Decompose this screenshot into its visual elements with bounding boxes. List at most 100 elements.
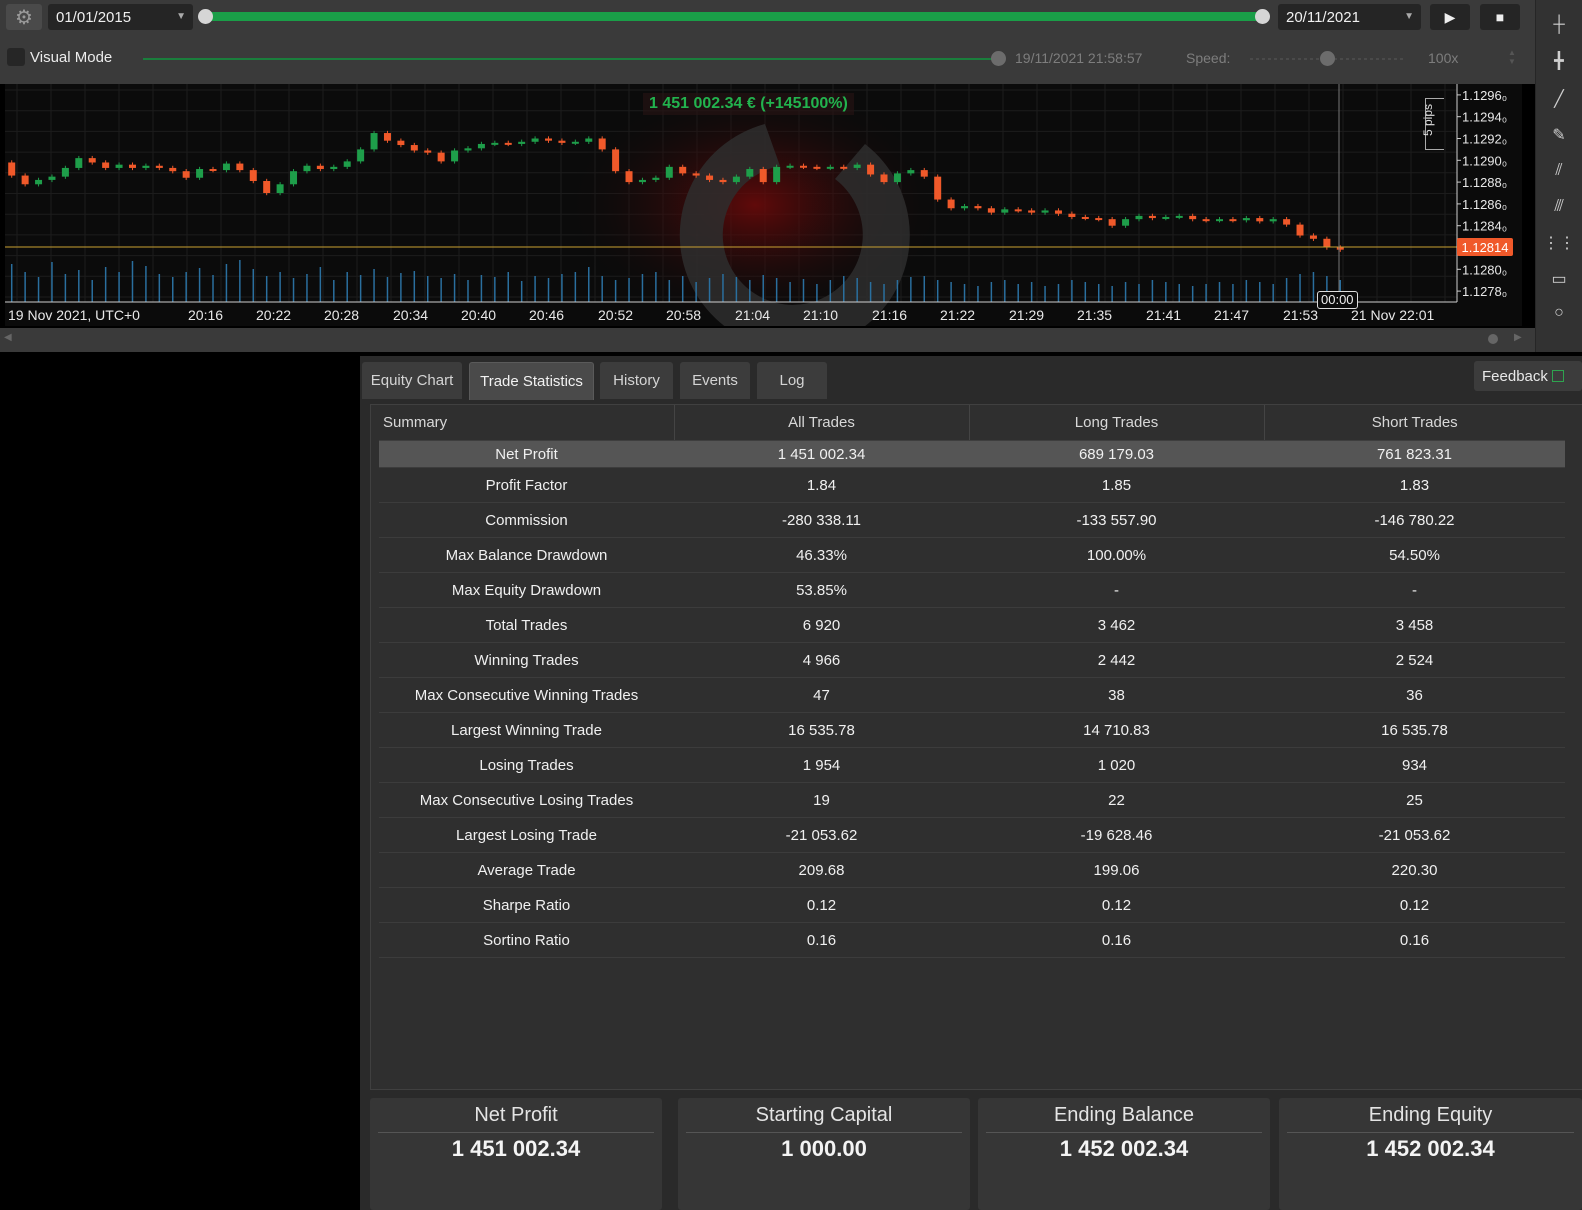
speed-label: Speed: bbox=[1186, 50, 1231, 66]
trade-statistics-table-container: Summary All Trades Long Trades Short Tra… bbox=[370, 404, 1582, 1090]
range-start-handle[interactable] bbox=[198, 9, 213, 24]
candle-body bbox=[920, 170, 928, 177]
stat-short-trades: 2 524 bbox=[1264, 642, 1565, 678]
col-header-summary[interactable]: Summary bbox=[379, 405, 674, 441]
grid-icon[interactable]: ⋮⋮ bbox=[1543, 235, 1575, 252]
start-date-picker[interactable]: 01/01/2015 ▼ bbox=[48, 4, 193, 30]
candle-body bbox=[558, 140, 566, 143]
parallel-lines-icon[interactable]: ⫻ bbox=[1554, 198, 1564, 215]
price-chart[interactable]: 1.1296₀ 1.1294₀ 1.1292₀ 1.1290₀ 1.1288₀ 1.128… bbox=[5, 84, 1522, 326]
y-tick-label: 1.1294₀ bbox=[1462, 110, 1507, 125]
candle-body bbox=[196, 169, 204, 178]
table-row[interactable]: Largest Losing Trade -21 053.62 -19 628.46… bbox=[379, 817, 1565, 853]
stat-name: Max Balance Drawdown bbox=[379, 537, 674, 573]
visual-progress-track[interactable] bbox=[143, 58, 998, 60]
table-row[interactable]: Profit Factor 1.84 1.85 1.83 bbox=[379, 467, 1565, 503]
y-tick-label: 1.1286₀ bbox=[1462, 197, 1507, 212]
table-row[interactable]: Max Balance Drawdown 46.33% 100.00% 54.50% bbox=[379, 537, 1565, 573]
x-tick-label: 21:53 bbox=[1283, 307, 1318, 323]
gear-icon[interactable]: ⚙ bbox=[6, 4, 42, 30]
table-row[interactable]: Max Consecutive Winning Trades 47 38 36 bbox=[379, 677, 1565, 713]
table-row[interactable]: Total Trades 6 920 3 462 3 458 bbox=[379, 607, 1565, 643]
table-row[interactable]: Commission -280 338.11 -133 557.90 -146 780… bbox=[379, 502, 1565, 538]
candle-body bbox=[102, 162, 110, 168]
col-header-short-trades[interactable]: Short Trades bbox=[1263, 405, 1565, 441]
speed-handle[interactable] bbox=[1320, 51, 1335, 66]
stat-long-trades: -19 628.46 bbox=[969, 817, 1264, 853]
stat-short-trades: 934 bbox=[1264, 747, 1565, 783]
crosshair-icon[interactable]: ┼ bbox=[1553, 16, 1565, 33]
pips-label: 5 pips bbox=[1421, 103, 1436, 137]
candle-body bbox=[987, 208, 995, 213]
candle-body bbox=[330, 166, 338, 170]
table-row[interactable]: Net Profit 1 451 002.34 689 179.03 761 823.… bbox=[379, 440, 1565, 468]
scroll-thumb[interactable] bbox=[1488, 334, 1498, 344]
candlestick-svg[interactable]: 1.1296₀ 1.1294₀ 1.1292₀ 1.1290₀ 1.1288₀ 1.128… bbox=[5, 84, 1522, 326]
date-range-track[interactable] bbox=[205, 12, 1262, 21]
tab-log[interactable]: Log bbox=[757, 362, 827, 399]
card-label: Ending Equity bbox=[1287, 1104, 1574, 1133]
col-header-all-trades[interactable]: All Trades bbox=[673, 405, 969, 441]
table-row[interactable]: Average Trade 209.68 199.06 220.30 bbox=[379, 852, 1565, 888]
play-button[interactable]: ▶ bbox=[1430, 4, 1470, 30]
candle-body bbox=[612, 149, 620, 172]
ellipse-icon[interactable]: ○ bbox=[1554, 304, 1564, 321]
table-row[interactable]: Sortino Ratio 0.16 0.16 0.16 bbox=[379, 922, 1565, 958]
scroll-right-icon[interactable]: ▶ bbox=[1514, 332, 1522, 343]
candle-body bbox=[128, 164, 136, 168]
chart-scrollbar[interactable]: ◀ ▶ bbox=[0, 328, 1535, 352]
stat-name: Max Equity Drawdown bbox=[379, 572, 674, 608]
y-tick-label: 1.1290₀ bbox=[1462, 153, 1507, 168]
tab-equity-chart[interactable]: Equity Chart bbox=[362, 362, 462, 399]
tab-history[interactable]: History bbox=[600, 362, 673, 399]
chevron-down-icon[interactable]: ▼ bbox=[1404, 11, 1414, 22]
tab-trade-statistics[interactable]: Trade Statistics bbox=[469, 362, 594, 400]
candle-body bbox=[383, 133, 391, 141]
table-row[interactable]: Winning Trades 4 966 2 442 2 524 bbox=[379, 642, 1565, 678]
table-row[interactable]: Largest Winning Trade 16 535.78 14 710.83 1… bbox=[379, 712, 1565, 748]
results-panel: Equity Chart Trade Statistics History Ev… bbox=[360, 356, 1582, 1210]
add-line-icon[interactable]: ╋ bbox=[1554, 53, 1564, 70]
x-tick-label: 20:40 bbox=[461, 307, 496, 323]
stat-name: Total Trades bbox=[379, 607, 674, 643]
scroll-left-icon[interactable]: ◀ bbox=[4, 332, 12, 343]
end-date-picker[interactable]: 20/11/2021 ▼ bbox=[1278, 4, 1421, 30]
speed-spinner-icon[interactable]: ▲ ▼ bbox=[1508, 48, 1516, 66]
table-row[interactable]: Max Equity Drawdown 53.85% - - bbox=[379, 572, 1565, 608]
stat-short-trades: 0.16 bbox=[1264, 922, 1565, 958]
stat-all-trades: 0.16 bbox=[674, 922, 969, 958]
play-icon: ▶ bbox=[1444, 8, 1456, 25]
rectangle-icon[interactable]: ▭ bbox=[1551, 271, 1567, 288]
col-header-long-trades[interactable]: Long Trades bbox=[968, 405, 1264, 441]
visual-progress-handle[interactable] bbox=[991, 51, 1006, 66]
table-row[interactable]: Sharpe Ratio 0.12 0.12 0.12 bbox=[379, 887, 1565, 923]
table-row[interactable]: Losing Trades 1 954 1 020 934 bbox=[379, 747, 1565, 783]
feedback-button[interactable]: Feedback bbox=[1474, 361, 1582, 391]
candle-body bbox=[545, 138, 553, 141]
trendline-icon[interactable]: ╱ bbox=[1554, 91, 1564, 108]
candle-body bbox=[625, 171, 633, 183]
chevron-down-icon[interactable]: ▼ bbox=[176, 11, 186, 22]
candle-body bbox=[182, 171, 190, 178]
stat-short-trades: 3 458 bbox=[1264, 607, 1565, 643]
candle-body bbox=[437, 152, 445, 162]
stop-button[interactable]: ■ bbox=[1480, 4, 1520, 30]
range-end-handle[interactable] bbox=[1255, 9, 1270, 24]
brush-icon[interactable]: ✎ bbox=[1552, 127, 1566, 144]
tab-events[interactable]: Events bbox=[680, 362, 750, 399]
ending-balance-card: Ending Balance 1 452 002.34 bbox=[978, 1098, 1270, 1210]
stat-name: Max Consecutive Winning Trades bbox=[379, 677, 674, 713]
stat-long-trades: 1.85 bbox=[969, 467, 1264, 503]
y-tick-label: 1.1280₀ bbox=[1462, 262, 1507, 277]
y-tick-label: 1.1296₀ bbox=[1462, 88, 1507, 103]
candle-body bbox=[1041, 210, 1049, 213]
fibonacci-icon[interactable]: ⫽ bbox=[1555, 162, 1563, 179]
x-tick-label: 21:29 bbox=[1009, 307, 1044, 323]
candle-body bbox=[290, 171, 298, 185]
candle-body bbox=[142, 165, 150, 168]
x-tick-label: 21:04 bbox=[735, 307, 770, 323]
visual-mode-checkbox[interactable] bbox=[7, 48, 25, 66]
candle-body bbox=[464, 148, 472, 151]
stat-all-trades: 1 954 bbox=[674, 747, 969, 783]
table-row[interactable]: Max Consecutive Losing Trades 19 22 25 bbox=[379, 782, 1565, 818]
